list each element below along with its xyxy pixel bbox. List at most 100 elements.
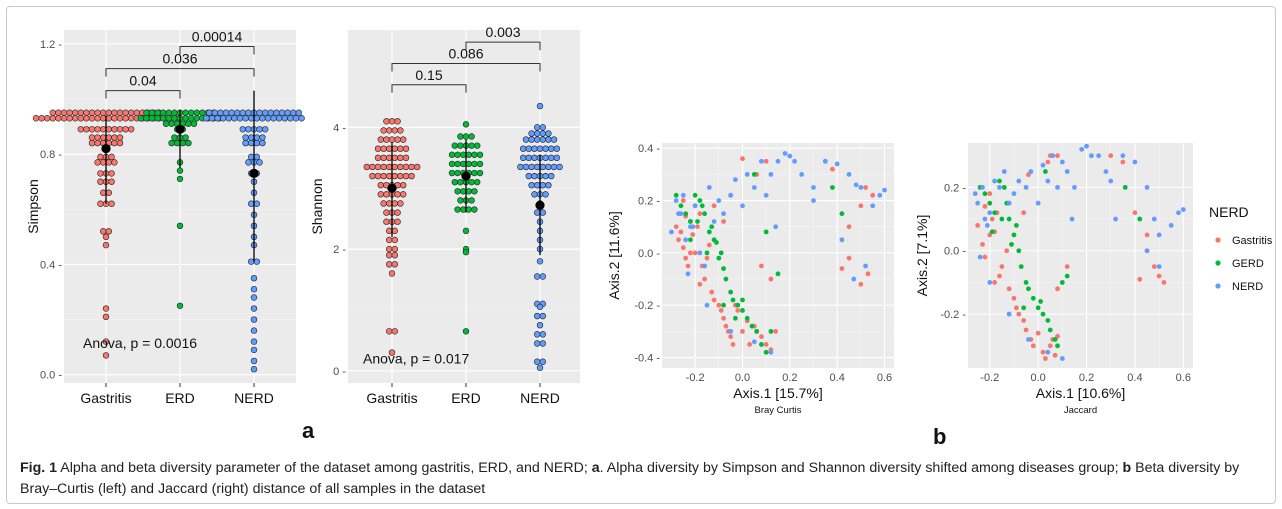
data-point (273, 109, 280, 116)
data-point (1055, 343, 1060, 349)
data-point (185, 120, 192, 127)
xtick-label: NERD (234, 390, 274, 406)
data-point (721, 211, 726, 217)
data-point (122, 126, 129, 133)
data-point (99, 115, 107, 122)
data-point (740, 328, 745, 334)
data-point (982, 216, 988, 222)
data-point (171, 134, 178, 141)
data-point (242, 139, 249, 147)
data-point (448, 160, 456, 168)
data-point (811, 198, 816, 203)
data-point (60, 109, 68, 116)
mean-point (461, 171, 471, 181)
data-point (1047, 327, 1053, 333)
data-point (556, 163, 563, 171)
data-point (768, 276, 774, 282)
mean-point (101, 143, 111, 154)
data-point (468, 197, 475, 204)
data-point (759, 342, 764, 347)
legend-key (1215, 283, 1221, 289)
data-point (839, 237, 845, 243)
data-point (533, 340, 541, 347)
data-point (176, 302, 184, 309)
data-point (732, 177, 738, 183)
data-point (295, 109, 302, 116)
plot-caption: Jaccard (1064, 405, 1097, 416)
data-point (1069, 216, 1075, 222)
data-point (1016, 248, 1022, 254)
data-point (462, 328, 470, 335)
data-point (704, 250, 710, 256)
data-point (799, 171, 805, 177)
mean-point (175, 124, 185, 134)
data-point (383, 136, 390, 143)
figure-frame (6, 6, 1276, 504)
data-point (716, 255, 722, 261)
data-point (987, 210, 993, 216)
data-point (692, 192, 698, 198)
data-point (454, 169, 461, 177)
data-point (111, 134, 118, 141)
data-point (870, 192, 876, 198)
data-point (391, 261, 398, 268)
data-point (225, 115, 233, 122)
data-point (391, 251, 398, 259)
figure-caption: Fig. 1 Alpha and beta diversity paramete… (20, 458, 1265, 500)
data-point (1052, 337, 1058, 342)
data-point (94, 126, 101, 133)
data-point (88, 134, 96, 141)
data-point (99, 159, 107, 166)
data-point (972, 191, 978, 197)
data-point (673, 192, 679, 198)
data-point (168, 139, 175, 147)
data-point (775, 158, 781, 164)
data-point (536, 303, 544, 311)
data-point (97, 153, 104, 161)
data-point (290, 109, 297, 116)
data-point (465, 188, 472, 195)
data-point (536, 145, 544, 152)
data-point (1030, 295, 1036, 301)
significance-label: 0.086 (448, 45, 483, 61)
xtick-label: -0.2 (980, 372, 999, 384)
ytick-label: 0.2 - (944, 182, 966, 194)
data-point (264, 115, 272, 122)
significance-label: 0.003 (485, 24, 520, 40)
data-point (60, 115, 68, 122)
xtick-label: 0.2 (1079, 372, 1094, 384)
data-point (1151, 216, 1157, 222)
data-point (744, 171, 750, 177)
caption-text-2: . Alpha diversity by Simpson and Shannon… (599, 460, 1123, 476)
data-point (128, 126, 135, 133)
data-point (391, 236, 398, 244)
data-point (1013, 305, 1019, 311)
data-point (533, 136, 541, 143)
data-point (391, 245, 398, 253)
data-point (539, 312, 546, 320)
data-point (545, 136, 552, 143)
data-point (108, 178, 115, 185)
data-point (992, 178, 998, 184)
data-point (759, 158, 764, 164)
data-point (83, 115, 90, 122)
data-point (211, 109, 219, 116)
data-point (690, 232, 696, 237)
data-point (539, 209, 546, 216)
data-point (980, 242, 985, 247)
data-point (397, 163, 404, 171)
data-point (102, 313, 110, 321)
data-point (105, 109, 113, 116)
data-point (547, 172, 555, 180)
data-point (133, 109, 141, 116)
data-point (102, 305, 110, 312)
data-point (706, 242, 712, 248)
data-point (673, 224, 679, 230)
data-point (250, 346, 258, 354)
data-point (863, 185, 868, 190)
data-point (669, 229, 674, 235)
data-point (276, 115, 283, 122)
ytick-label: 0.0 - (40, 370, 62, 382)
data-point (168, 120, 175, 127)
data-point (105, 126, 113, 133)
